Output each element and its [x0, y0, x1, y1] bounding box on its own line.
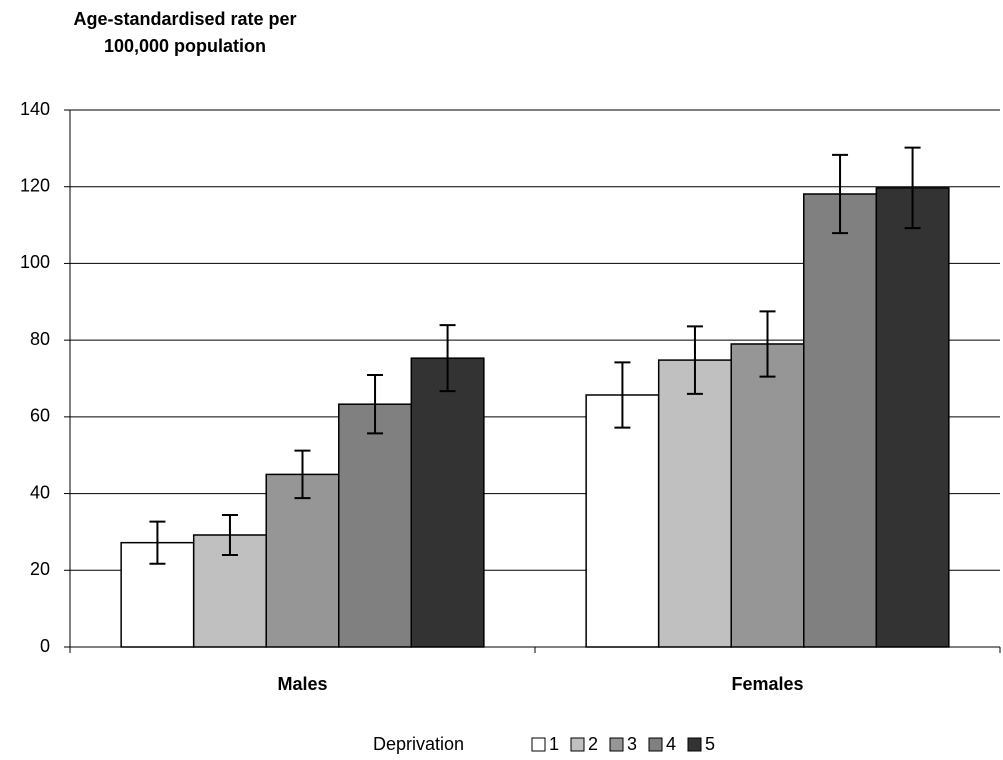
y-tick-label: 120	[20, 175, 50, 195]
error-bar	[832, 153, 849, 235]
legend-swatch	[648, 737, 663, 752]
y-tick-label: 0	[40, 636, 50, 656]
legend-swatch	[609, 737, 624, 752]
error-bar	[686, 325, 703, 395]
y-tick-label: 80	[30, 329, 50, 349]
y-tick-label: 100	[20, 252, 50, 272]
legend-label: 3	[627, 734, 637, 754]
legend-label: 1	[549, 734, 559, 754]
legend-swatch	[687, 737, 702, 752]
legend-label: 5	[705, 734, 715, 754]
error-bar	[367, 374, 384, 435]
legend-label: 4	[666, 734, 676, 754]
y-tick-label: 20	[30, 559, 50, 579]
error-bar	[614, 361, 631, 429]
error-bar	[904, 146, 921, 230]
error-bar	[149, 520, 166, 565]
bar	[657, 359, 732, 648]
error-bar	[439, 324, 456, 393]
legend-swatch	[570, 737, 585, 752]
legend-title: Deprivation	[373, 734, 464, 754]
x-tick-label: Females	[731, 674, 803, 694]
bar	[730, 343, 805, 648]
error-bar	[759, 310, 776, 378]
bar	[410, 357, 485, 648]
y-tick-label: 40	[30, 482, 50, 502]
error-bar	[221, 514, 238, 556]
y-tick-label: 140	[20, 99, 50, 119]
error-bar	[294, 449, 311, 500]
bar	[338, 403, 413, 648]
bar	[803, 193, 878, 648]
y-tick-label: 60	[30, 406, 50, 426]
legend-swatch	[531, 737, 546, 752]
bar	[875, 187, 950, 648]
y-axis-label: Age-standardised rate per 100,000 popula…	[73, 9, 297, 56]
bar	[265, 473, 340, 648]
bar	[585, 394, 660, 648]
x-tick-label: Males	[277, 674, 327, 694]
legend-label: 2	[588, 734, 598, 754]
